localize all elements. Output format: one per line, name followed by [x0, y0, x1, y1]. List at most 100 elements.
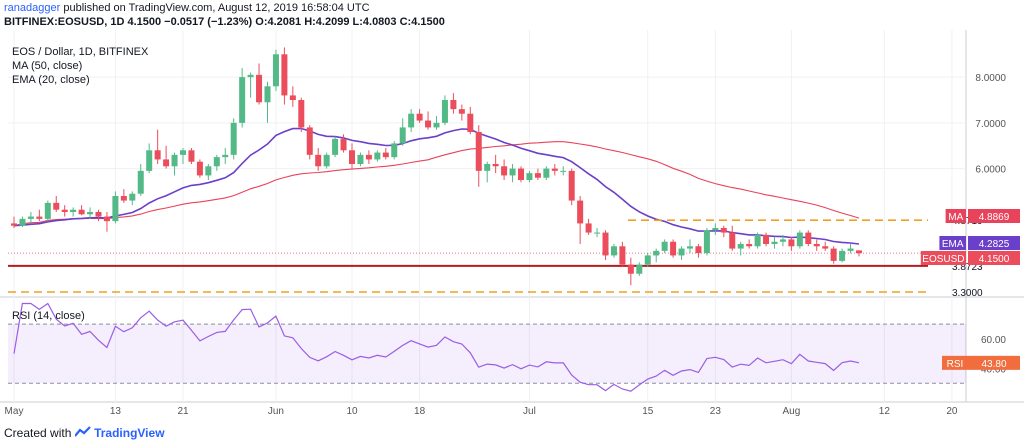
candle-body: [70, 209, 77, 212]
candle-body: [53, 202, 60, 210]
candle-body: [475, 132, 482, 171]
candle-body: [247, 74, 254, 78]
candle-body: [11, 223, 17, 226]
candle-body: [856, 250, 862, 254]
candle-body: [754, 234, 761, 247]
legend-rsi: RSI (14, close): [12, 310, 85, 322]
level-label: 3.8723: [952, 262, 983, 273]
candle-body: [408, 113, 415, 128]
candle-body: [492, 164, 499, 167]
y-tick-label: 8.0000: [975, 73, 1006, 84]
candle-body: [36, 216, 43, 219]
candles: [11, 47, 862, 286]
candle-body: [712, 228, 719, 231]
candle-body: [213, 157, 220, 167]
candle-body: [720, 228, 727, 233]
candle-body: [813, 244, 820, 247]
candle-body: [188, 150, 195, 162]
candle-body: [129, 193, 136, 201]
rsi-tick-label: 40.00: [981, 364, 1006, 375]
candle-body: [458, 109, 465, 114]
candle-body: [501, 166, 508, 176]
created-with-text: Created with: [4, 426, 72, 440]
candle-body: [349, 150, 355, 164]
x-tick-label: Jul: [523, 406, 536, 417]
candle-body: [196, 161, 203, 176]
candle-body: [357, 154, 364, 164]
author-link[interactable]: ranadagger: [4, 2, 61, 14]
candle-body: [822, 246, 829, 249]
candle-body: [78, 209, 85, 215]
candle-body: [323, 154, 330, 167]
tradingview-logo-icon: [73, 426, 91, 438]
price-tag-value-bg: [968, 236, 1020, 250]
candle-body: [180, 150, 186, 155]
candle-body: [763, 234, 770, 244]
tradingview-brand[interactable]: TradingView: [94, 426, 165, 440]
candle-body: [425, 120, 432, 128]
candle-body: [526, 173, 533, 180]
candle-body: [222, 154, 229, 158]
candle-body: [484, 164, 491, 171]
candle-body: [61, 209, 68, 212]
candle-body: [636, 264, 643, 274]
candle-body: [560, 170, 567, 172]
y-tick-label: 6.0000: [975, 165, 1006, 176]
rsi-tag-value: 43.80: [981, 359, 1006, 370]
level-label: 3.3000: [952, 288, 983, 299]
candle-body: [653, 250, 660, 256]
footer: Created with TradingView: [4, 426, 165, 440]
candle-body: [805, 232, 812, 244]
rsi-tag-name-bg: [942, 355, 968, 370]
candle-body: [518, 168, 524, 180]
price-tag-name: MA: [948, 212, 963, 223]
candle-body: [256, 74, 263, 103]
x-tick-label: Jun: [268, 406, 284, 417]
candle-body: [771, 241, 778, 244]
candle-body: [602, 232, 609, 256]
price-tag-name-bg: [939, 236, 966, 250]
ohlc-line: BITFINEX:EOSUSD, 1D 4.1500 −0.0517 (−1.2…: [4, 16, 445, 28]
candle-body: [146, 150, 153, 171]
price-tag-value: 4.1500: [979, 254, 1010, 265]
candle-body: [264, 86, 271, 103]
candle-body: [137, 170, 144, 194]
candle-body: [365, 154, 372, 160]
candle-body: [737, 244, 744, 249]
rsi-line: [13, 302, 860, 392]
candle-body: [298, 100, 305, 128]
candle-body: [568, 170, 575, 201]
candle-body: [467, 113, 474, 132]
published-text: published on TradingView.com, August 12,…: [63, 2, 370, 14]
candle-body: [585, 223, 592, 233]
candle-body: [703, 230, 710, 254]
candle-body: [306, 127, 313, 155]
x-tick-label: 10: [346, 406, 358, 417]
candle-body: [551, 168, 558, 171]
rsi-band: [8, 324, 966, 384]
candle-body: [433, 122, 440, 128]
price-axis: 6.0000 7.0000 8.0000 MA 4.8869 EMA 4.2825 EOSUS…: [920, 73, 1020, 265]
candle-body: [796, 232, 803, 247]
candle-body: [788, 239, 795, 247]
candle-body: [847, 248, 854, 251]
candle-body: [577, 200, 584, 224]
grid: [0, 30, 1024, 403]
price-tag-name: EOSUSD: [922, 254, 964, 265]
x-tick-label: 18: [414, 406, 426, 417]
price-tag-value-bg: [968, 209, 1020, 223]
candle-body: [687, 246, 693, 249]
price-tag-name-bg: [920, 251, 966, 265]
candle-body: [594, 232, 601, 234]
candle-body: [661, 241, 668, 251]
moving-averages: [13, 127, 860, 245]
candle-body: [450, 100, 457, 110]
candle-body: [332, 138, 339, 155]
x-tick-label: May: [5, 406, 24, 417]
rsi-tick-label: 60.00: [981, 335, 1006, 346]
candle-body: [534, 173, 541, 178]
level-label: 4.8719: [952, 216, 983, 227]
price-tag-value: 4.2825: [979, 239, 1010, 250]
horizontal-levels: 4.8719 3.8723 3.3000: [8, 216, 983, 299]
